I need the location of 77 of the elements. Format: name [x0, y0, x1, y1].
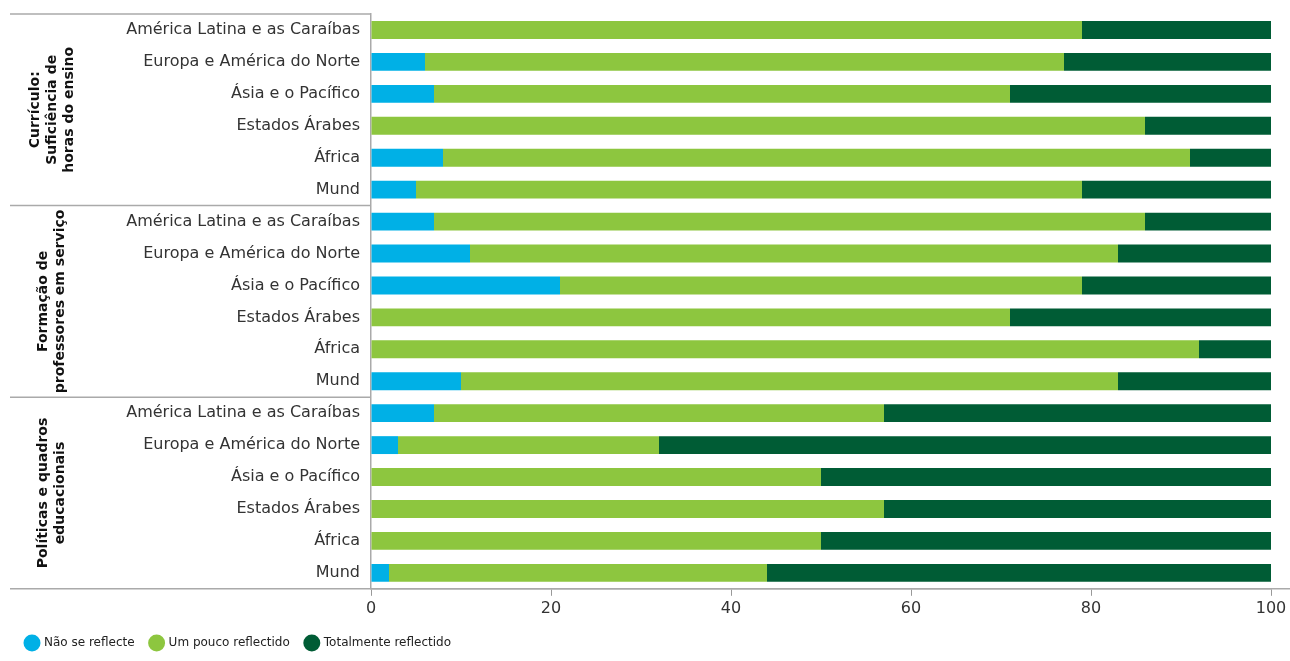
- bar: [371, 308, 1010, 327]
- legend-label: Não se reflecte: [44, 635, 135, 650]
- bar: [821, 468, 1271, 486]
- bar: [371, 52, 425, 71]
- bar: [1010, 308, 1271, 327]
- bar: [1082, 180, 1271, 199]
- bar: [443, 148, 1190, 167]
- bar: [1010, 84, 1271, 103]
- bar: [434, 212, 1145, 231]
- bar: [1118, 372, 1271, 391]
- bar: [371, 531, 821, 550]
- bar: [1082, 276, 1271, 295]
- legend-label: Um pouco reflectido: [168, 635, 290, 650]
- y-tick-label: Mund: [315, 370, 360, 390]
- bar: [371, 212, 434, 231]
- bar: [1082, 21, 1271, 39]
- bar: [371, 244, 470, 263]
- y-tick-label: Estados Árabes: [236, 498, 360, 518]
- bar: [371, 468, 821, 486]
- bar: [371, 500, 884, 518]
- y-tick-label: América Latina e as Caraíbas: [126, 402, 360, 422]
- x-tick-label: 0: [365, 597, 377, 617]
- bar: [398, 436, 659, 455]
- bar: [371, 180, 416, 199]
- bar: [767, 563, 1271, 582]
- y-tick-label: Estados Árabes: [236, 306, 360, 326]
- y-tick-label: Europa e América do Norte: [143, 242, 360, 262]
- x-tick-label: 40: [720, 597, 742, 617]
- bar: [1199, 340, 1271, 359]
- bar: [884, 500, 1271, 518]
- y-tick-label: Ásia e o Pacífico: [230, 274, 360, 294]
- bar: [371, 372, 461, 391]
- bar: [1064, 52, 1271, 71]
- text: Formação de professores em serviço: [34, 209, 68, 394]
- y-tick-label: Ásia e o Pacífico: [230, 82, 360, 102]
- bar: [1145, 116, 1271, 135]
- bar: [821, 531, 1271, 550]
- bar: [1145, 212, 1271, 231]
- bar: [560, 276, 1082, 295]
- y-tick-label: Mund: [315, 561, 360, 581]
- bar: [425, 52, 1064, 71]
- y-tick-label: África: [314, 146, 360, 166]
- bar: [371, 404, 434, 423]
- bar: [371, 148, 443, 167]
- x-tick-label: 100: [1255, 597, 1287, 617]
- bar: [371, 436, 398, 455]
- x-tick-label: 80: [1080, 597, 1102, 617]
- text: Políticas e quadros educacionais: [34, 417, 68, 569]
- bar: [659, 436, 1271, 455]
- y-tick-label: Estados Árabes: [236, 114, 360, 134]
- y-tick-label: América Latina e as Caraíbas: [126, 19, 360, 39]
- bar: [371, 84, 434, 103]
- bar: [1118, 244, 1271, 263]
- text: Currículo: Suficiência de horas do ensino: [25, 46, 76, 173]
- bar: [371, 21, 1082, 39]
- x-tick-label: 60: [900, 597, 922, 617]
- y-tick-label: Mund: [315, 178, 360, 198]
- bar: [884, 404, 1271, 423]
- bar: [434, 84, 1010, 103]
- bar: [470, 244, 1118, 263]
- y-tick-label: África: [314, 338, 360, 358]
- bar: [434, 404, 884, 423]
- bar: [371, 340, 1199, 359]
- bar: [371, 563, 389, 582]
- y-tick-label: Europa e América do Norte: [143, 51, 360, 71]
- bar: [371, 276, 560, 295]
- legend-label: Totalmente reflectido: [322, 635, 452, 650]
- bar: [389, 563, 767, 582]
- bar: [461, 372, 1118, 391]
- bar: [1190, 148, 1271, 167]
- y-tick-label: Ásia e o Pacífico: [230, 466, 360, 486]
- y-tick-label: América Latina e as Caraíbas: [126, 210, 360, 230]
- y-tick-label: África: [314, 530, 360, 550]
- bar: [371, 116, 1145, 135]
- y-tick-label: Europa e América do Norte: [143, 434, 360, 454]
- x-tick-label: 20: [540, 597, 562, 617]
- bar: [416, 180, 1082, 199]
